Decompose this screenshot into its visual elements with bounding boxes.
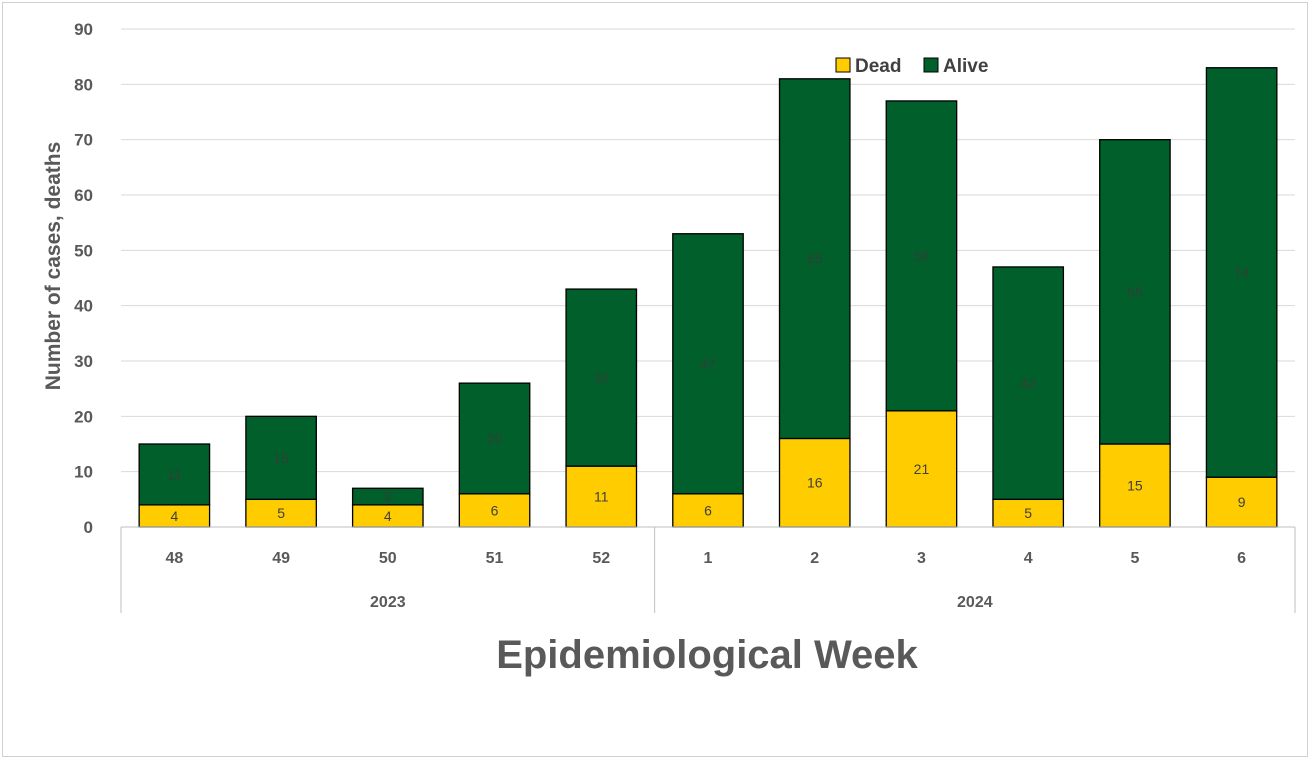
bar-alive-52 [565,288,638,467]
bar-alive-2 [778,78,851,440]
data-label-dead: 6 [704,502,712,518]
data-label-dead: 16 [807,475,823,491]
x-tick-label: 50 [379,550,397,567]
x-tick-label: 5 [1130,550,1139,567]
bar-alive-49 [245,415,317,500]
data-label-dead: 9 [1238,494,1246,510]
bar-alive-48 [138,443,211,506]
y-tick-label: 40 [74,297,93,316]
x-tick-label: 52 [592,550,610,567]
x-tick-label: 1 [704,550,713,567]
x-group-label: 2024 [957,594,993,611]
legend-label-dead: Dead [855,56,901,77]
x-tick-label: 6 [1237,550,1246,567]
legend: Dead Alive [835,56,988,77]
data-label-dead: 6 [491,502,499,518]
legend-label-alive: Alive [943,56,988,77]
data-label-alive: 11 [167,466,182,482]
data-label-dead: 4 [384,508,392,524]
data-label-dead: 21 [914,461,930,477]
y-tick-label: 10 [74,463,93,482]
data-label-alive: 56 [914,248,930,264]
bar-dead-3 [885,410,958,528]
data-label-alive: 47 [700,356,716,372]
data-label-alive: 20 [487,430,503,446]
x-axis-title: Epidemiological Week [496,633,918,677]
y-tick-label: 50 [74,241,93,260]
x-tick-label: 48 [165,550,183,567]
data-label-dead: 11 [594,489,609,505]
bar-dead-52 [565,465,638,528]
bar-alive-50 [351,487,424,506]
bar-alive-1 [672,233,744,495]
bar-alive-5 [1099,139,1171,445]
data-label-dead: 4 [170,508,178,524]
y-tick-label: 20 [74,407,93,426]
x-tick-label: 51 [486,550,504,567]
bar-dead-5 [1099,443,1171,528]
legend-swatch-dead [835,57,851,73]
data-label-alive: 15 [273,450,289,466]
data-label-dead: 5 [1024,505,1032,521]
x-tick-label: 3 [917,550,926,567]
bar-dead-2 [778,437,851,528]
data-label-alive: 55 [1127,284,1143,300]
y-tick-label: 80 [74,75,93,94]
data-label-alive: 65 [807,251,823,267]
data-label-alive: 74 [1234,264,1250,280]
x-tick-label: 49 [272,550,290,567]
data-label-alive: 3 [384,489,392,505]
x-tick-label: 2 [810,550,819,567]
data-label-alive: 32 [593,370,609,386]
y-axis-title: Number of cases, deaths [42,142,65,391]
x-group-label: 2023 [370,594,406,611]
bar-dead-4 [992,498,1065,528]
y-tick-label: 90 [74,20,93,39]
y-tick-label: 0 [84,518,93,537]
x-axis: 48 49 50 51 52 1 2 3 4 5 6 2023 2024 [120,526,1296,613]
y-tick-label: 60 [74,186,93,205]
y-tick-label: 30 [74,352,93,371]
bars [138,67,1278,528]
bar-dead-6 [1205,476,1278,528]
bar-alive-6 [1205,67,1278,478]
bar-alive-51 [458,382,531,495]
bar-alive-4 [992,266,1065,500]
legend-swatch-alive [923,57,939,73]
bar-alive-3 [885,100,958,412]
x-tick-label: 4 [1024,550,1033,567]
data-labels: 4 11 5 15 4 3 6 20 11 32 6 47 16 65 21 56 5 42 15 55 9 74 [167,248,1250,524]
data-label-alive: 42 [1020,375,1036,391]
y-axis-ticks: 0 10 20 30 40 50 60 70 80 90 [74,20,93,537]
y-tick-label: 70 [74,131,93,150]
data-label-dead: 5 [277,505,285,521]
data-label-dead: 15 [1127,478,1143,494]
